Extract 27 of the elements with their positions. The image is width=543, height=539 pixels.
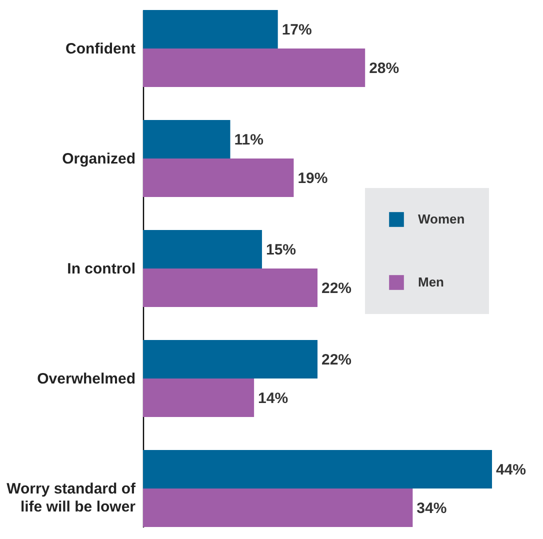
data-label: 19% [298, 170, 328, 187]
y-tick-label: In control [67, 260, 136, 278]
bar [143, 120, 230, 158]
bar [143, 10, 278, 48]
bar [143, 48, 366, 87]
bar [143, 268, 318, 307]
bar [143, 158, 294, 197]
y-tick-label: Organized [62, 150, 136, 168]
data-label: 28% [369, 60, 400, 77]
data-label: 44% [496, 461, 526, 478]
legend-label: Men [418, 274, 444, 290]
data-label: 11% [234, 131, 264, 148]
data-label: 22% [322, 280, 352, 297]
bar [143, 340, 318, 378]
data-label: 22% [322, 351, 352, 368]
legend-label: Women [418, 212, 465, 226]
bar [143, 488, 413, 527]
data-label: 14% [258, 390, 288, 407]
bar [143, 230, 262, 268]
y-tick-label: Worry standard of life will be lower [6, 480, 137, 516]
bar [143, 450, 492, 488]
data-label: 15% [266, 241, 296, 258]
data-label: 34% [416, 500, 447, 517]
y-tick-label: Confident [66, 40, 136, 58]
bar [143, 378, 254, 417]
data-label: 17% [282, 21, 312, 38]
y-tick-label: Overwhelmed [37, 370, 136, 388]
